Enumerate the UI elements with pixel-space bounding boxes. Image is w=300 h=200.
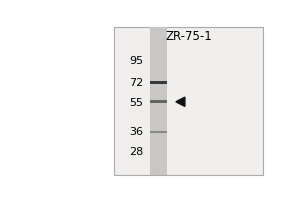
FancyBboxPatch shape (150, 27, 167, 175)
FancyBboxPatch shape (150, 100, 167, 103)
Text: 95: 95 (129, 56, 143, 66)
Text: 72: 72 (129, 78, 143, 88)
FancyBboxPatch shape (150, 131, 167, 133)
Text: 36: 36 (129, 127, 143, 137)
Text: 28: 28 (129, 147, 143, 157)
Text: 55: 55 (129, 98, 143, 108)
Polygon shape (176, 97, 185, 106)
FancyBboxPatch shape (114, 27, 263, 175)
FancyBboxPatch shape (150, 81, 167, 84)
Text: ZR-75-1: ZR-75-1 (165, 30, 212, 43)
